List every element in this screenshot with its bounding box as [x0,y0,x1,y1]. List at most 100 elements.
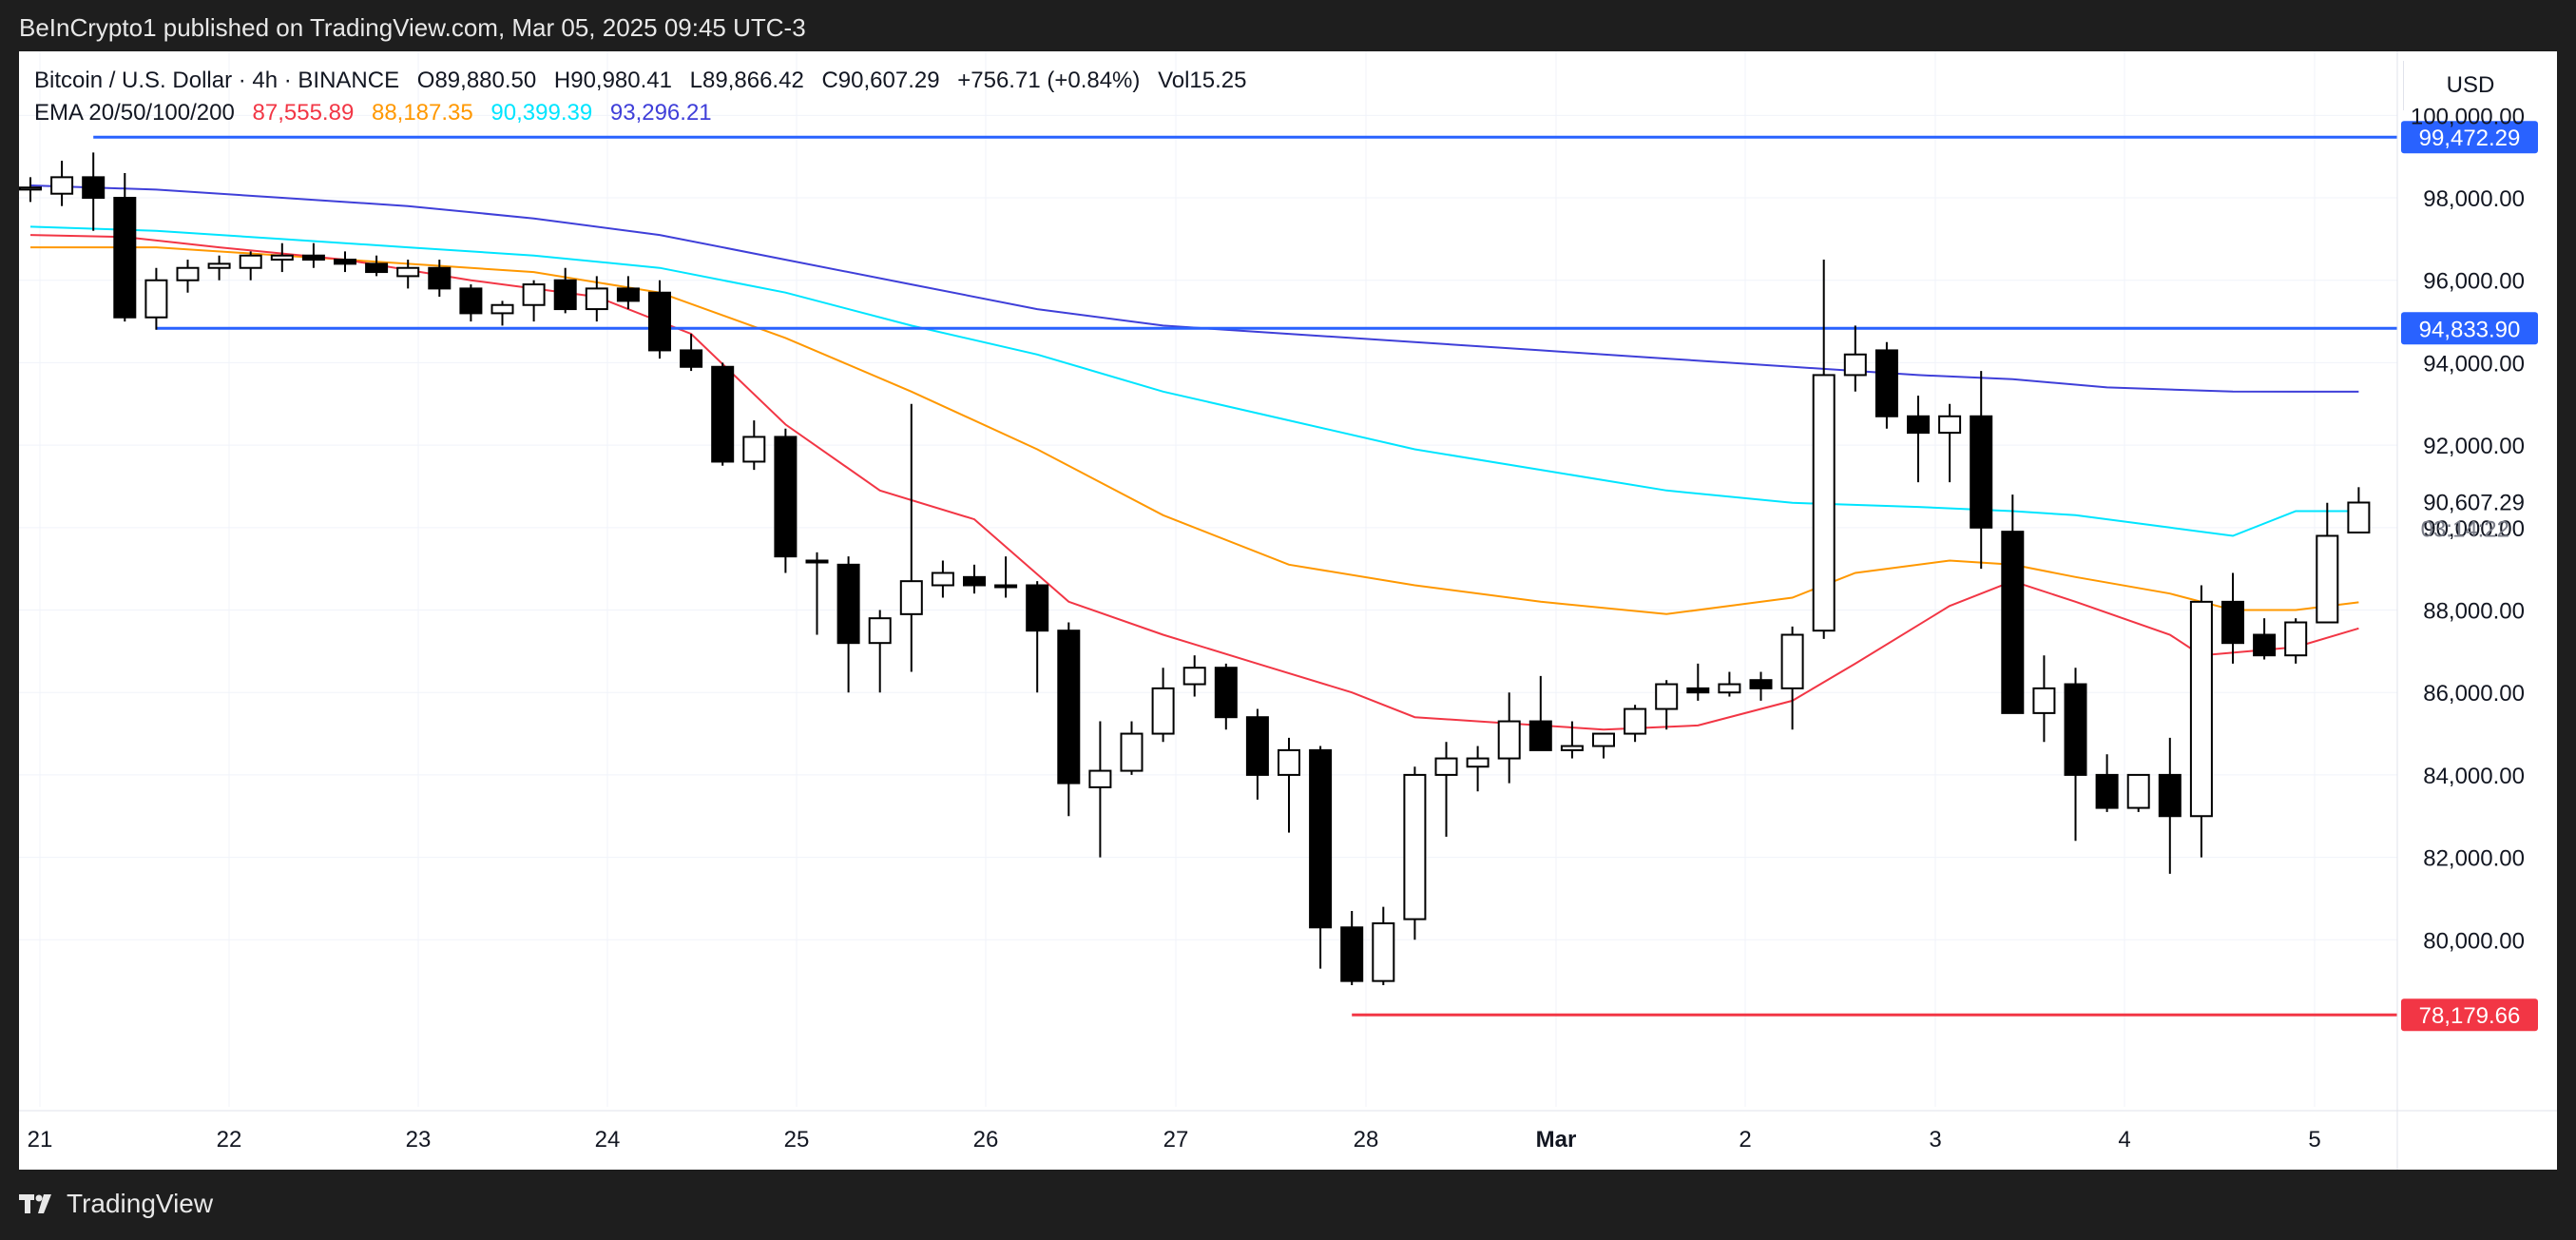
candle[interactable] [1120,721,1144,775]
candle-body [113,197,137,319]
candle[interactable] [2001,494,2025,714]
candle[interactable] [1528,675,1552,751]
candle[interactable] [176,260,200,293]
bar-countdown: 03:14:22 [2421,516,2509,542]
candle[interactable] [1718,671,1741,697]
candle-body [2347,501,2371,533]
candle[interactable] [1749,671,1773,701]
candle-body [1560,745,1584,751]
candle[interactable] [648,280,671,359]
candle[interactable] [334,251,356,273]
candle[interactable] [459,284,483,322]
tradingview-logo[interactable]: TradingView [19,1189,213,1219]
candle[interactable] [774,428,798,573]
candle[interactable] [1182,655,1206,697]
candle[interactable] [616,276,640,310]
candle[interactable] [1560,721,1584,759]
candle[interactable] [680,334,703,372]
candle[interactable] [2253,618,2277,660]
ema-label[interactable]: EMA 20/50/100/200 [34,100,235,126]
symbol-legend: Bitcoin / U.S. Dollar · 4h · BINANCE O89… [34,65,1258,129]
candle[interactable] [1372,906,1395,985]
candle-body [2001,531,2025,714]
candle[interactable] [1403,766,1427,940]
candle[interactable] [1151,668,1175,743]
candle[interactable] [1655,680,1679,730]
candle[interactable] [2158,737,2182,874]
candle[interactable] [1812,260,1836,639]
candle[interactable] [711,362,735,466]
candle[interactable] [1907,396,1930,483]
candle[interactable] [742,420,766,471]
candle[interactable] [522,280,546,322]
candle[interactable] [2284,618,2308,664]
ema50-line[interactable] [30,246,2359,615]
candle[interactable] [239,251,262,281]
candle[interactable] [428,260,452,298]
candle-body [1340,926,1364,982]
candle[interactable] [1088,721,1112,858]
candle[interactable] [2347,487,2371,533]
candle[interactable] [2221,572,2244,664]
candle[interactable] [931,560,954,598]
ema100-line[interactable] [29,225,2359,537]
candle[interactable] [270,242,294,273]
candle[interactable] [1938,403,1962,483]
candle[interactable] [144,267,168,330]
candle[interactable] [365,255,389,277]
candle-body [1749,679,1773,689]
candle-body [1874,349,1898,417]
candle[interactable] [82,152,106,231]
candle[interactable] [396,260,420,289]
x-tick-label: 3 [1929,1127,1941,1153]
candle[interactable] [19,177,42,203]
candle[interactable] [553,267,577,314]
candle[interactable] [1340,910,1364,985]
candle[interactable] [1278,737,1300,833]
candle[interactable] [2095,754,2119,812]
candle[interactable] [994,556,1018,598]
candle[interactable] [585,276,608,322]
candle[interactable] [490,300,514,326]
candle[interactable] [2189,585,2213,858]
candle[interactable] [836,556,860,693]
candle[interactable] [2316,502,2339,624]
candle[interactable] [1026,581,1049,693]
candle[interactable] [1309,746,1333,969]
candle[interactable] [868,610,892,693]
candle[interactable] [1624,705,1647,743]
candle[interactable] [1970,371,1993,570]
candle[interactable] [2032,655,2056,743]
candle[interactable] [1057,622,1081,817]
candle[interactable] [1686,663,1710,701]
candle[interactable] [2126,773,2150,812]
chart-frame[interactable]: 99,472.29 94,833.90 78,179.66 80,000.00 82,… [19,51,2557,1170]
candle[interactable] [2064,668,2087,842]
candle[interactable] [1214,663,1238,730]
candle[interactable] [113,173,137,322]
candle-body [207,262,231,269]
candle[interactable] [963,564,986,594]
currency-selector[interactable]: USD [2403,61,2537,110]
legend-change: +756.71 (+0.84%) [957,68,1141,93]
candle[interactable] [1245,708,1269,800]
candle[interactable] [1497,692,1521,784]
candle[interactable] [1843,325,1867,392]
candle-body [1057,630,1081,785]
candle-body [50,176,74,195]
candle[interactable] [805,552,829,635]
candle[interactable] [899,403,923,672]
ema200-line[interactable] [29,184,2359,393]
candle[interactable] [1780,626,1804,730]
candle-body [396,266,420,278]
price-chart[interactable]: 99,472.29 94,833.90 78,179.66 80,000.00 82,… [19,51,2557,1170]
candle[interactable] [1592,732,1615,759]
ema20-line[interactable] [29,234,2359,731]
candle[interactable] [1434,742,1458,837]
candle[interactable] [207,255,231,281]
candle[interactable] [301,242,325,268]
candle[interactable] [50,161,74,206]
symbol-title[interactable]: Bitcoin / U.S. Dollar · 4h · BINANCE [34,68,400,93]
candle[interactable] [1466,746,1490,792]
candle[interactable] [1874,341,1898,429]
